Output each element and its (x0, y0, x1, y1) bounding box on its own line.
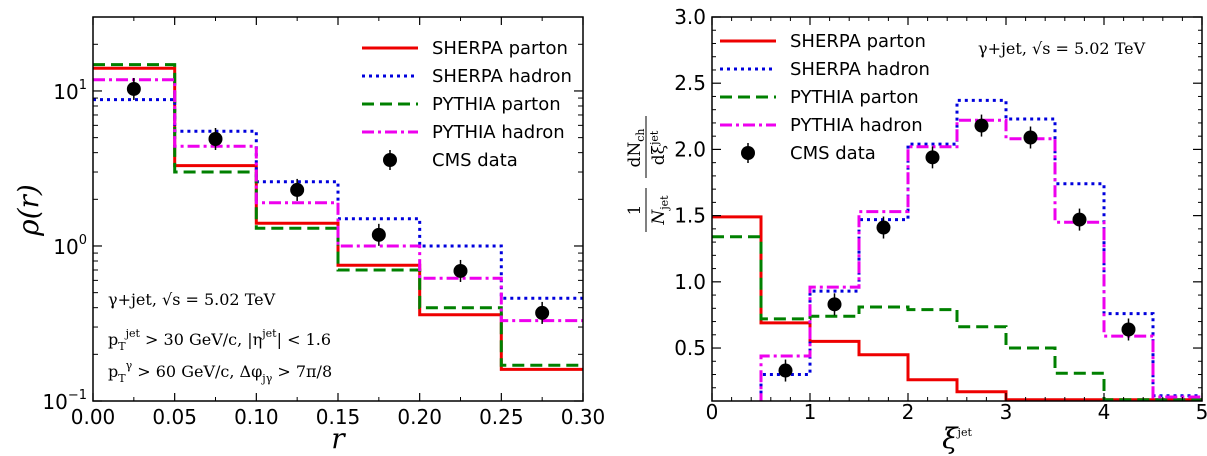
data-point (876, 220, 891, 235)
left-annotation-jet-cuts: pTjet > 30 GeV/c, |ηjet| < 1.6 (108, 327, 331, 353)
legend-label-sherpa-parton: SHERPA parton (432, 38, 568, 59)
left-annotation-energy: γ+jet, √s = 5.02 TeV (108, 290, 276, 309)
right-panel: 0 1 2 3 4 50.51.01.52.02.53.0 SHERPA partonSH… (625, 5, 1207, 455)
svg-text:1: 1 (625, 205, 645, 216)
right-x-axis-label: ξjet (942, 422, 972, 455)
left-y-tick-label: 100 (53, 233, 87, 259)
data-point (778, 363, 793, 378)
right-axes-frame (711, 16, 1203, 402)
legend-label-pythia-parton: PYTHIA parton (790, 87, 919, 108)
legend-label-sherpa-hadron: SHERPA hadron (432, 66, 572, 87)
right-y-tick-label: 1.5 (674, 204, 706, 228)
right-legend: SHERPA parton SHERPA hadron PYTHIA parton P… (720, 31, 930, 164)
right-x-tick-label: 2 (902, 400, 915, 424)
legend-label-pythia-hadron: PYTHIA hadron (790, 115, 923, 136)
right-x-tick-label: 5 (1196, 400, 1207, 424)
data-point (974, 118, 989, 133)
right-y-tick-label: 2.5 (674, 71, 706, 95)
legend-swatch-cms-data (741, 146, 755, 160)
left-x-axis-label: r (331, 422, 346, 455)
data-point (453, 263, 468, 278)
left-y-tick-label: 101 (53, 78, 87, 104)
series-pythia-hadron (712, 118, 1202, 401)
data-point (208, 131, 223, 146)
data-point (827, 297, 842, 312)
left-plot-area (93, 63, 583, 371)
data-point (1023, 130, 1038, 145)
svg-text:dξjet: dξjet (648, 130, 669, 165)
right-x-tick-label: 1 (804, 400, 817, 424)
left-x-tick-label: 0.00 (71, 405, 116, 429)
series-pythia-parton (93, 63, 583, 367)
legend-label-sherpa-parton: SHERPA parton (790, 31, 926, 52)
right-x-tick-label: 3 (1000, 400, 1013, 424)
left-y-tick-label: 10−1 (42, 388, 87, 414)
right-y-tick-label: 1.0 (674, 270, 706, 294)
left-panel: 0.00 0.05 0.10 0.15 0.20 0.25 0.30 10−1 100 101 S… (12, 16, 606, 455)
series-pythia-parton (712, 235, 1202, 401)
svg-text:Njet: Njet (649, 195, 671, 226)
left-x-tick-label: 0.05 (152, 405, 197, 429)
left-x-tick-label: 0.15 (316, 405, 361, 429)
legend-label-sherpa-hadron: SHERPA hadron (790, 59, 930, 80)
right-y-tick-label: 0.5 (674, 336, 706, 360)
data-point (126, 81, 141, 96)
legend-label-cms-data: CMS data (790, 143, 876, 164)
left-x-tick-label: 0.20 (397, 405, 442, 429)
legend-label-pythia-parton: PYTHIA parton (432, 94, 561, 115)
left-x-tick-label: 0.30 (561, 405, 606, 429)
data-point (925, 150, 940, 165)
left-annotations: γ+jet, √s = 5.02 TeV pTjet > 30 GeV/c, |… (108, 290, 332, 385)
data-point (1121, 322, 1136, 337)
right-plot-area (712, 98, 1202, 401)
right-y-axis-label: 1 Njet dNch dξjet (625, 116, 671, 232)
left-x-tick-label: 0.25 (479, 405, 524, 429)
svg-text:dNch: dNch (625, 128, 647, 167)
legend-label-pythia-hadron: PYTHIA hadron (432, 122, 565, 143)
right-y-tick-label: 3.0 (674, 5, 706, 29)
series-sherpa-parton (712, 215, 1202, 401)
legend-label-cms-data: CMS data (432, 150, 518, 171)
right-x-tick-label: 4 (1098, 400, 1111, 424)
data-point (371, 227, 386, 242)
data-point (1072, 212, 1087, 227)
series-sherpa-hadron (93, 98, 583, 300)
left-ticks: 0.00 0.05 0.10 0.15 0.20 0.25 0.30 10−1 100 101 (42, 16, 606, 429)
right-ticks: 0 1 2 3 4 5 0.5 1.0 1.5 2.0 2.5 3.0 (674, 5, 1207, 424)
left-legend: SHERPA parton SHERPA hadron PYTHIA parton P… (362, 38, 572, 171)
right-annotation-energy: γ+jet, √s = 5.02 TeV (978, 39, 1146, 58)
left-annotation-photon-cuts: pTγ > 60 GeV/c, Δφjγ > 7π/8 (108, 359, 332, 385)
left-x-tick-label: 0.10 (234, 405, 279, 429)
right-y-tick-label: 2.0 (674, 137, 706, 161)
data-point (535, 305, 550, 320)
right-x-tick-label: 0 (706, 400, 719, 424)
data-point (290, 182, 305, 197)
left-y-axis-label: ρ(r) (12, 184, 45, 237)
legend-swatch-cms-data (383, 153, 397, 167)
